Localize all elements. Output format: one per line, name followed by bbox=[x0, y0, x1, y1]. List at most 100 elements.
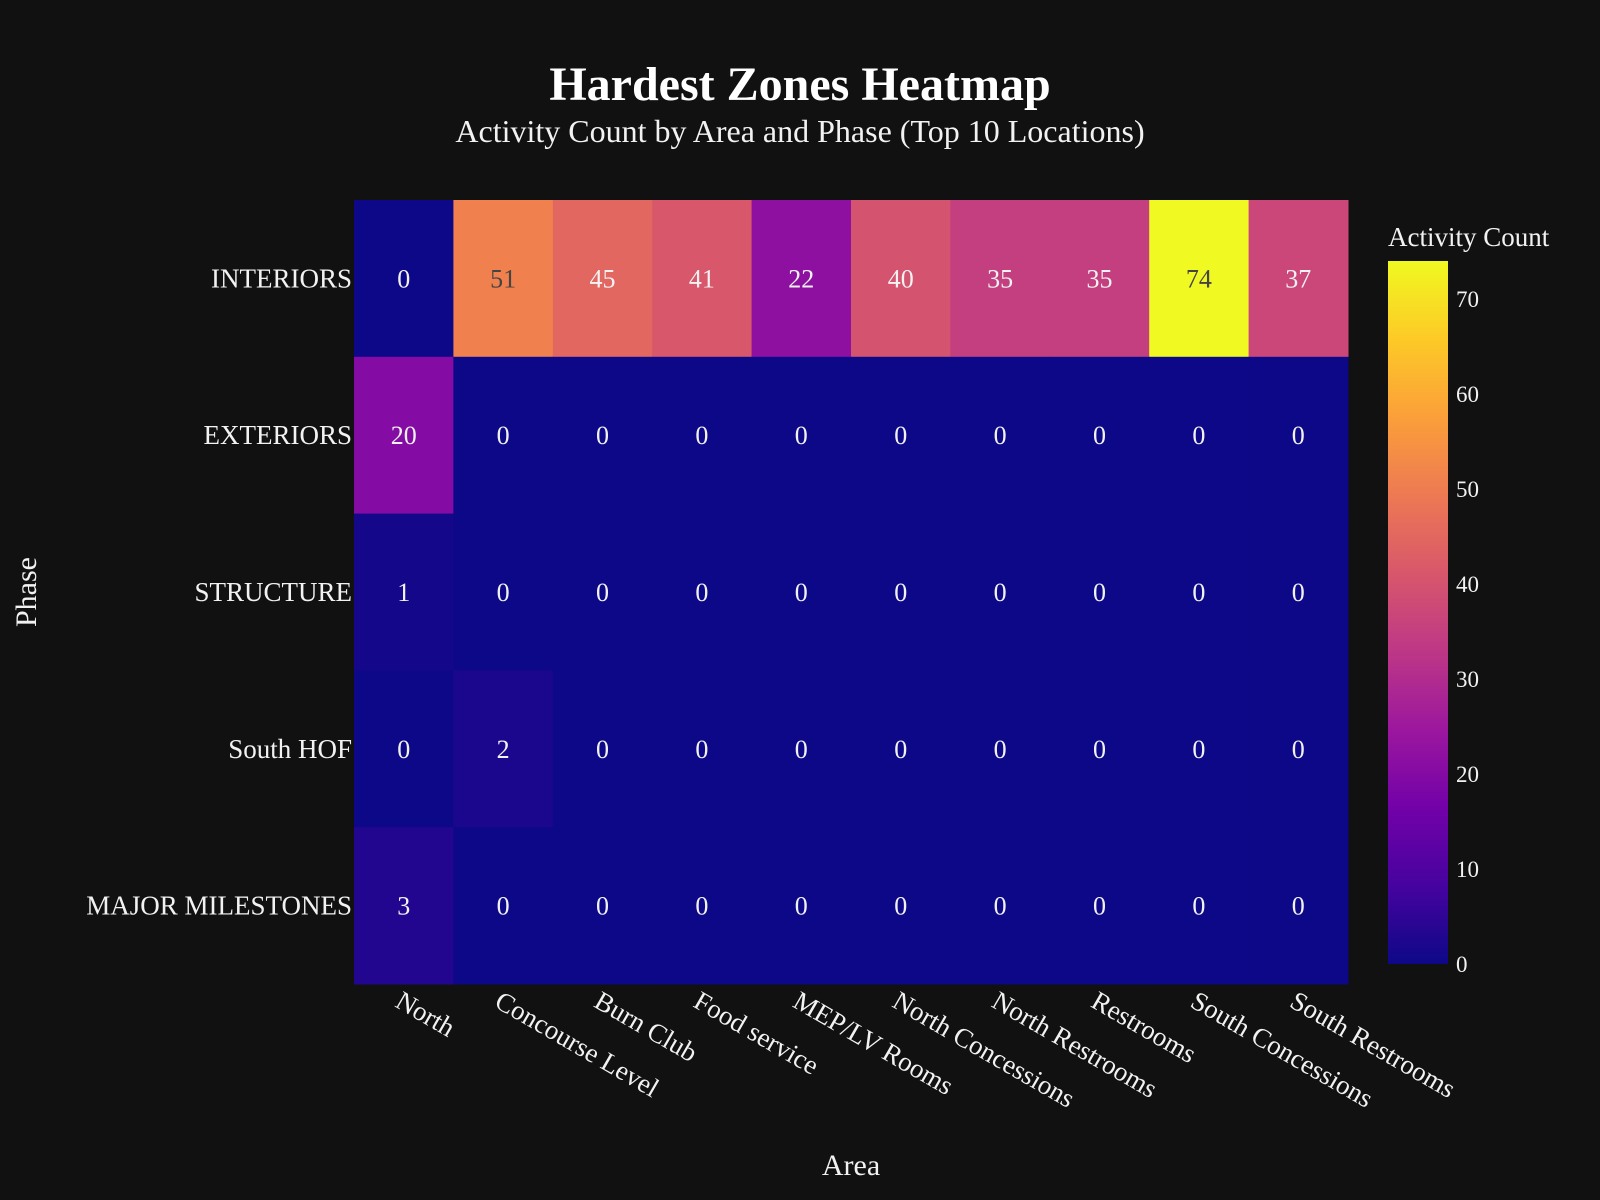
cell-value-label: 0 bbox=[397, 264, 410, 293]
cell-value-label: 0 bbox=[1093, 578, 1106, 607]
cell-value-label: 0 bbox=[1192, 578, 1205, 607]
heatmap-cell bbox=[851, 827, 951, 985]
heatmap-cell bbox=[1248, 356, 1349, 515]
heatmap-cell bbox=[354, 670, 454, 828]
cell-value-label: 0 bbox=[695, 578, 708, 607]
cell-value-label: 37 bbox=[1285, 264, 1311, 293]
heatmap-cell bbox=[1049, 827, 1150, 985]
cell-value-label: 0 bbox=[894, 735, 907, 764]
cell-value-label: 0 bbox=[1093, 892, 1106, 921]
cell-value-label: 3 bbox=[397, 892, 410, 921]
heatmap-cell bbox=[354, 513, 454, 671]
cell-value-label: 35 bbox=[987, 264, 1013, 293]
heatmap-cell bbox=[453, 200, 554, 358]
heatmap-cell bbox=[1049, 356, 1150, 515]
x-tick-label: Concourse Level bbox=[490, 985, 664, 1103]
heatmap-cell bbox=[851, 513, 951, 671]
cell-value-label: 0 bbox=[894, 578, 907, 607]
heatmap-cell bbox=[652, 356, 753, 515]
colorbar-title: Activity Count bbox=[1388, 222, 1550, 252]
y-tick-label: MAJOR MILESTONES bbox=[86, 891, 352, 921]
cell-value-label: 0 bbox=[1093, 735, 1106, 764]
heatmap-cell bbox=[851, 200, 951, 358]
heatmap-cell bbox=[552, 827, 653, 985]
cell-value-label: 0 bbox=[695, 421, 708, 450]
heatmap-cell bbox=[1248, 200, 1349, 358]
cell-value-label: 0 bbox=[1192, 892, 1205, 921]
heatmap-cell bbox=[950, 513, 1051, 671]
heatmap-cell bbox=[950, 827, 1051, 985]
cell-value-label: 0 bbox=[1292, 892, 1305, 921]
cell-value-label: 35 bbox=[1087, 264, 1113, 293]
cell-value-label: 0 bbox=[795, 421, 808, 450]
cell-value-label: 0 bbox=[994, 578, 1007, 607]
cell-value-label: 22 bbox=[788, 264, 814, 293]
cell-value-label: 0 bbox=[596, 892, 609, 921]
heatmap-cell bbox=[1248, 670, 1349, 828]
heatmap-cell bbox=[552, 200, 653, 358]
heatmap-cell bbox=[1248, 827, 1349, 985]
heatmap-cell bbox=[1049, 670, 1150, 828]
chart-subtitle: Activity Count by Area and Phase (Top 10… bbox=[455, 113, 1144, 149]
cell-value-label: 20 bbox=[391, 421, 417, 450]
cell-value-label: 0 bbox=[1192, 735, 1205, 764]
heatmap-cell bbox=[552, 513, 653, 671]
cell-value-label: 0 bbox=[1292, 421, 1305, 450]
cell-value-label: 0 bbox=[497, 892, 510, 921]
heatmap-cells bbox=[354, 200, 1349, 985]
heatmap-cell bbox=[851, 356, 951, 515]
x-tick-label: North Concessions bbox=[888, 985, 1080, 1113]
heatmap-cell bbox=[453, 356, 554, 515]
y-axis-label: Phase bbox=[10, 557, 43, 627]
y-tick-label: EXTERIORS bbox=[204, 420, 353, 450]
colorbar-tick-label: 40 bbox=[1456, 572, 1479, 597]
heatmap-cell bbox=[354, 827, 454, 985]
heatmap-cell bbox=[453, 513, 554, 671]
cell-value-label: 0 bbox=[497, 578, 510, 607]
cell-value-label: 0 bbox=[894, 892, 907, 921]
cell-value-label: 0 bbox=[994, 421, 1007, 450]
x-tick-label: North bbox=[391, 985, 461, 1043]
cell-value-label: 0 bbox=[795, 578, 808, 607]
heatmap-cell bbox=[1248, 513, 1349, 671]
colorbar-tick-label: 60 bbox=[1456, 382, 1479, 407]
heatmap-cell bbox=[652, 827, 753, 985]
heatmap-cell bbox=[1049, 513, 1150, 671]
cell-value-label: 0 bbox=[497, 421, 510, 450]
x-axis-label: Area bbox=[822, 1149, 880, 1182]
cell-value-label: 51 bbox=[490, 264, 516, 293]
heatmap-cell bbox=[1049, 200, 1150, 358]
cell-value-label: 0 bbox=[695, 735, 708, 764]
cell-value-label: 0 bbox=[994, 892, 1007, 921]
cell-value-label: 45 bbox=[590, 264, 616, 293]
cell-value-label: 0 bbox=[795, 735, 808, 764]
heatmap-cell bbox=[751, 513, 852, 671]
colorbar-tick-label: 10 bbox=[1456, 857, 1479, 882]
heatmap-cell bbox=[552, 356, 653, 515]
heatmap-cell bbox=[453, 827, 554, 985]
heatmap-cell bbox=[652, 200, 753, 358]
colorbar-tick-label: 30 bbox=[1456, 667, 1479, 692]
heatmap-cell bbox=[751, 356, 852, 515]
heatmap-cell bbox=[1149, 513, 1250, 671]
cell-value-label: 0 bbox=[894, 421, 907, 450]
heatmap-cell bbox=[652, 670, 753, 828]
heatmap-cell bbox=[751, 670, 852, 828]
cell-value-label: 74 bbox=[1186, 264, 1212, 293]
cell-value-label: 0 bbox=[397, 735, 410, 764]
cell-value-label: 0 bbox=[695, 892, 708, 921]
cell-value-label: 0 bbox=[1192, 421, 1205, 450]
cell-value-label: 0 bbox=[596, 421, 609, 450]
heatmap-cell bbox=[1149, 827, 1250, 985]
heatmap-cell bbox=[751, 827, 852, 985]
heatmap-cell bbox=[552, 670, 653, 828]
heatmap-cell bbox=[1149, 356, 1250, 515]
cell-value-label: 2 bbox=[497, 735, 510, 764]
y-axis-tick-labels: INTERIORS EXTERIORS STRUCTURE South HOF MAJO… bbox=[86, 263, 352, 920]
cell-value-label: 0 bbox=[1292, 735, 1305, 764]
heatmap-cell bbox=[354, 200, 454, 358]
heatmap-cell bbox=[950, 356, 1051, 515]
